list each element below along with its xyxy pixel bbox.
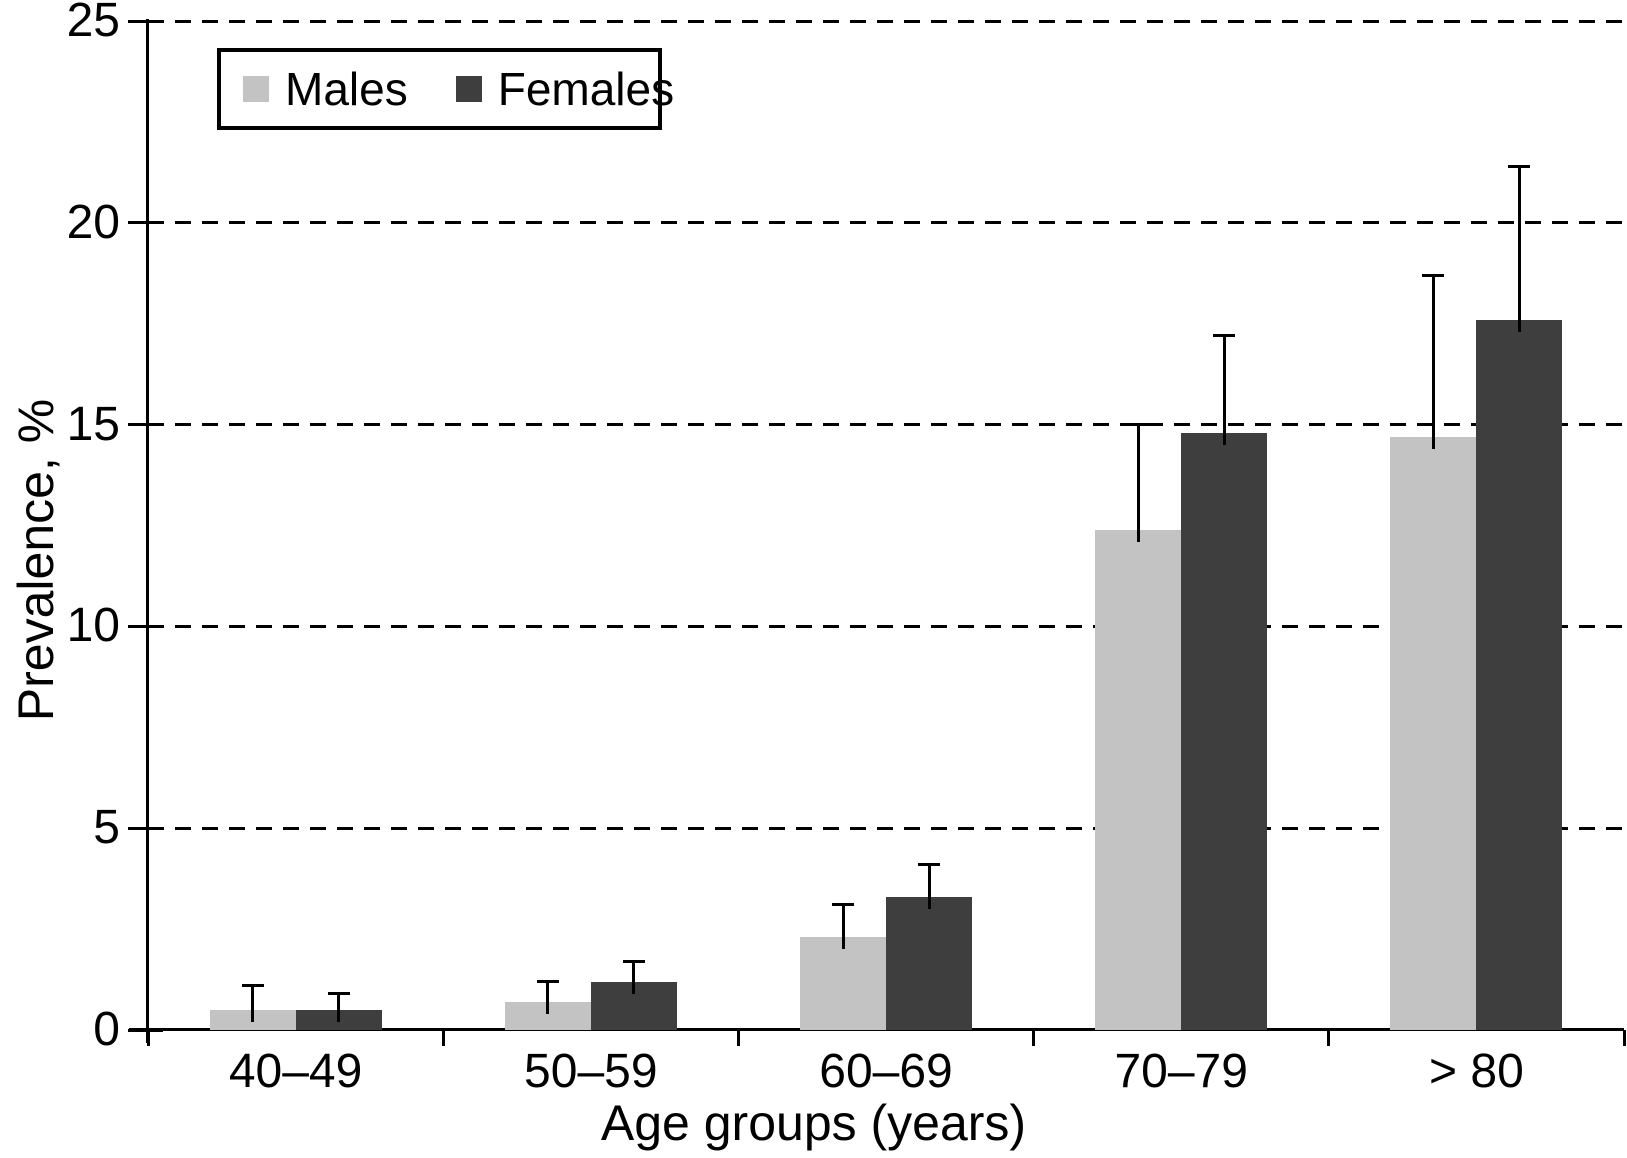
bar-males <box>1095 529 1182 1030</box>
y-axis-line <box>146 19 149 1043</box>
x-tick-label: 40–49 <box>228 1045 363 1098</box>
bar-males <box>800 937 886 1030</box>
males-swatch-icon <box>243 76 269 102</box>
legend-item-females: Females <box>455 63 675 115</box>
x-tick-label: 70–79 <box>1114 1045 1248 1098</box>
legend-label-males: Males <box>285 63 408 115</box>
error-bar-line <box>927 864 931 909</box>
x-axis-tick <box>1622 1030 1626 1046</box>
y-axis-tick <box>128 221 163 225</box>
error-bar-line <box>1136 424 1140 542</box>
y-tick-label: 20 <box>66 195 120 249</box>
y-axis-tick <box>128 624 163 628</box>
y-axis-title: Prevalence, % <box>8 398 64 722</box>
error-bar-cap <box>1213 334 1236 338</box>
x-axis-tick <box>1032 1030 1036 1046</box>
legend-item-males: Males <box>243 66 408 112</box>
y-axis-tick <box>128 826 163 830</box>
error-bar-cap <box>536 980 559 984</box>
y-tick-label: 5 <box>93 801 120 855</box>
gridline <box>148 221 1627 225</box>
bar-males <box>1390 436 1477 1030</box>
error-bar-line <box>841 904 845 950</box>
y-axis-tick <box>128 423 163 427</box>
error-bar-cap <box>327 992 350 996</box>
error-bar-line <box>1517 166 1521 332</box>
y-tick-label: 15 <box>66 397 120 451</box>
x-axis-title: Age groups (years) <box>600 1095 1027 1151</box>
error-bar-cap <box>1127 423 1150 427</box>
legend: Males Females <box>217 48 674 130</box>
x-tick-label: > 80 <box>1429 1045 1524 1098</box>
gridline <box>148 826 1627 830</box>
females-swatch-icon <box>455 76 482 102</box>
error-bar-line <box>251 985 255 1022</box>
error-bar-line <box>337 993 341 1022</box>
x-axis-tick <box>441 1030 445 1046</box>
error-bar-cap <box>1422 273 1445 277</box>
error-bar-line <box>546 981 550 1014</box>
legend-label-females: Females <box>497 63 675 115</box>
y-tick-label: 0 <box>93 1003 120 1056</box>
y-tick-label: 10 <box>66 599 120 653</box>
x-axis-tick <box>736 1030 740 1046</box>
error-bar-cap <box>918 863 940 867</box>
error-bar-cap <box>241 984 264 988</box>
x-tick-label: 60–69 <box>819 1045 953 1098</box>
y-tick-label: 25 <box>66 0 120 47</box>
error-bar-line <box>632 961 636 994</box>
error-bar-cap <box>832 903 854 907</box>
error-bar-line <box>1431 275 1435 449</box>
bar-females <box>1181 432 1268 1030</box>
y-axis-tick <box>128 19 163 23</box>
bar-females <box>1476 319 1563 1030</box>
error-bar-line <box>1222 335 1226 445</box>
error-bar-cap <box>1508 164 1531 168</box>
x-tick-label: 50–59 <box>524 1045 658 1098</box>
error-bar-cap <box>622 959 645 963</box>
gridline <box>148 423 1627 427</box>
bar-females <box>886 896 972 1030</box>
gridline <box>148 19 1627 23</box>
gridline <box>148 624 1627 628</box>
x-axis-tick <box>1327 1030 1331 1046</box>
